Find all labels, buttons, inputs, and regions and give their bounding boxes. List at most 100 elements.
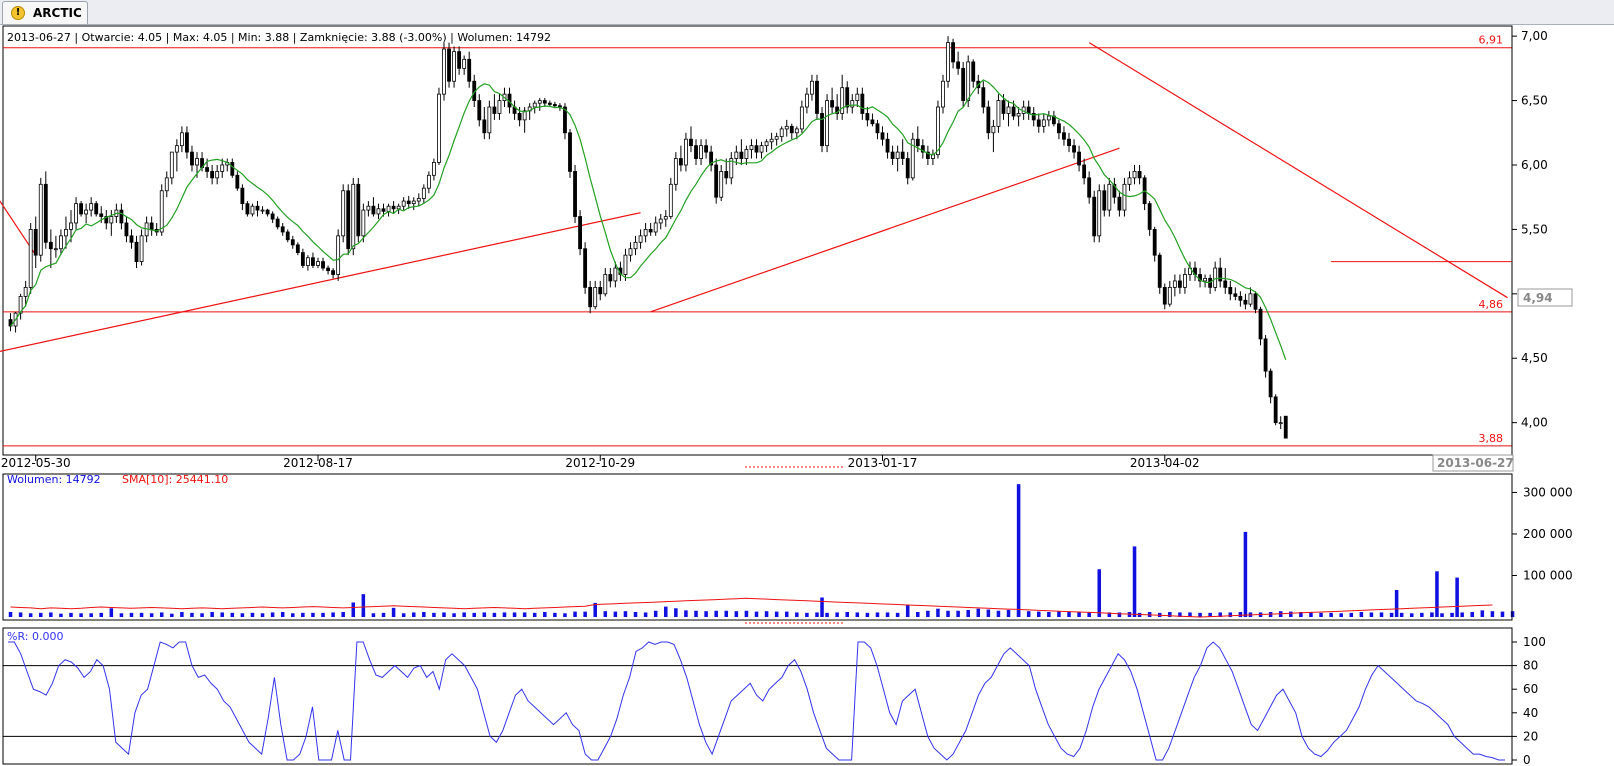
candle-body [316,261,320,266]
trendline [0,212,641,353]
candle-body [28,229,33,288]
volume-bar [119,613,124,617]
volume-bar [996,610,1001,617]
volume-bar [170,613,174,617]
candle-body [830,100,835,108]
volume-bar [1399,612,1404,617]
volume-bar [1329,612,1333,617]
volume-bar [99,612,104,617]
candle-body [1041,119,1046,127]
candle-body [825,100,829,147]
candle-body [855,93,860,101]
volume-bar [976,608,981,617]
volume-bar [190,612,194,617]
candle-body [1263,338,1268,372]
volume-bar [291,613,295,617]
candle-body [351,183,356,250]
volume-bar [966,609,970,617]
volume-bar [159,612,164,617]
candle-body [552,104,557,107]
candle-body [542,100,547,104]
candle-body [764,141,769,147]
volume-bar [1440,613,1444,617]
candle-body [1283,415,1288,439]
volume-bar [482,612,487,617]
candle-body [94,203,99,215]
candle-body [235,174,240,189]
price-axis: 7,006,506,005,505,004,504,00 [1511,26,1548,455]
volume-tick-label: 300 000 [1523,485,1573,499]
volume-bar [734,611,739,617]
volume-bar [875,612,880,617]
volume-bar [1379,612,1384,617]
candle-body [250,205,255,215]
volume-bar [1460,612,1464,617]
candle-body [406,200,411,205]
candle-body [840,87,845,114]
volume-spike-bar [1455,577,1459,617]
candle-body [190,151,194,166]
volume-bar [401,613,406,617]
candle-body [850,100,855,108]
volume-bar [270,612,275,617]
candle-body [1183,274,1187,288]
candle-body [129,235,134,243]
candle-body [1162,286,1167,305]
stock-chart[interactable]: 2013-06-27 | Otwarcie: 4.05 | Max: 4.05 … [0,25,1614,766]
candle-body [1213,267,1218,288]
candle-body [437,93,441,163]
volume-bar [250,612,255,617]
volume-bar [623,611,628,617]
volume-bar [815,612,819,617]
candle-body [623,254,628,275]
price-tick-label: 6,00 [1521,158,1548,172]
candle-body [169,151,174,179]
candle-body [1036,119,1041,127]
volume-bar [1228,612,1233,617]
candle-body [568,132,572,172]
candle-body [89,203,94,211]
volume-bar [714,610,718,617]
candle-body [1147,203,1152,230]
volume-bar [1198,612,1202,617]
volume-bar [180,612,184,617]
volume-bar [1036,611,1041,617]
volume-bar [321,612,325,617]
candle-body [573,171,577,217]
candle-body [477,100,482,121]
candle-body [23,286,28,297]
candle-body [305,257,310,266]
candle-body [452,51,456,82]
tab-arctic[interactable]: ! ARCTIC [2,1,88,24]
price-level-label: 4,86 [1479,298,1504,311]
candle-body [386,205,391,212]
candle-body [104,216,109,224]
volume-spike-bar [1132,546,1137,617]
candle-body [220,164,225,172]
volume-bar [1430,612,1434,617]
candle-body [714,164,719,198]
volume-spike-bar [361,594,366,617]
candle-body [371,205,376,215]
volume-bar [1188,612,1192,617]
candle-body [109,216,114,224]
candle-body [396,205,401,210]
volume-bar [1289,611,1293,617]
candle-body [925,151,930,159]
volume-bar [129,612,134,617]
volume-bar [1309,612,1313,617]
candle-body [487,106,492,134]
candle-body [255,205,260,211]
volume-bar [684,610,688,617]
wr-tick-label: 20 [1523,729,1538,743]
candle-body [794,128,799,134]
wr-tick-label: 40 [1523,706,1538,720]
price-level-label: 3,88 [1479,432,1504,445]
candle-body [789,125,794,134]
candle-body [1112,183,1117,198]
candle-body [179,132,184,147]
price-tick-label: 6,50 [1521,94,1548,108]
volume-bar [1450,612,1454,617]
candle-body [8,319,13,327]
candle-body [290,239,295,246]
